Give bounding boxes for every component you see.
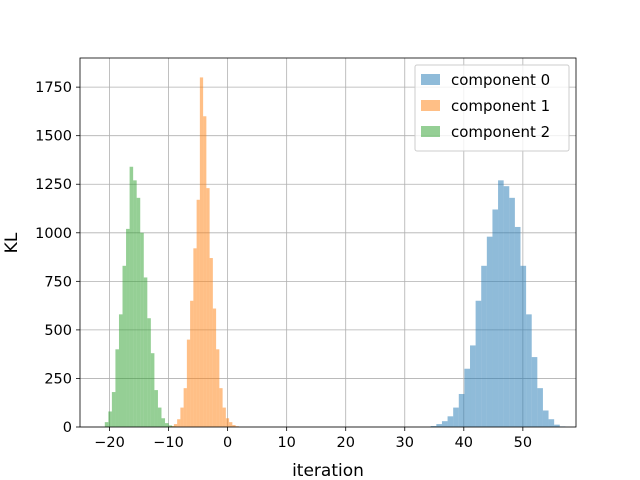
axis-ticks: −20 −10 0 10 20 30 40 5002505007501000125015001… [35, 80, 532, 451]
histogram-bar-component-1 [183, 388, 187, 427]
legend-swatch-component-0 [421, 74, 440, 85]
x-axis-label: iteration [292, 461, 364, 480]
histogram-bar-component-0 [447, 416, 454, 427]
histogram-bar-component-0 [554, 424, 560, 427]
histogram-bar-component-0 [514, 226, 521, 427]
histogram-bar-component-0 [531, 357, 538, 427]
histogram-bar-component-2 [140, 232, 144, 427]
plot-frame [79, 57, 577, 428]
legend: component 0 component 1 component 2 [414, 64, 570, 152]
histogram-bar-component-0 [436, 424, 442, 427]
histogram-bar-component-1 [219, 388, 223, 427]
histogram-bar-component-1 [193, 248, 197, 427]
y-tick-label: 1500 [35, 129, 72, 145]
histogram-bar-component-1 [177, 419, 181, 427]
histogram-bar-component-1 [232, 425, 236, 427]
histogram-bar-component-2 [168, 425, 173, 427]
histogram-bar-component-2 [108, 411, 112, 427]
histogram-bar-component-1 [212, 308, 217, 427]
histogram-bar-component-1 [186, 339, 191, 427]
legend-swatch-component-2 [421, 126, 440, 137]
histogram-bar-component-2 [147, 318, 151, 427]
histogram-bar-component-0 [503, 186, 510, 427]
histogram-bar-component-1 [180, 407, 184, 427]
histogram-bar-component-0 [492, 209, 499, 427]
histogram-bar-component-1 [199, 77, 204, 427]
histogram-bar-component-2 [115, 349, 119, 427]
histogram-bar-component-2 [133, 180, 137, 427]
legend-frame [414, 64, 570, 152]
histogram-bar-component-0 [470, 345, 476, 427]
y-tick-label: 1250 [35, 177, 72, 193]
histogram-bar-component-0 [441, 421, 448, 427]
histogram-bar-component-0 [520, 265, 527, 427]
legend-label-component-2: component 2 [451, 123, 550, 141]
histogram-bar-component-2 [165, 423, 169, 427]
y-axis-label: KL [2, 232, 22, 253]
y-tick-label: 500 [44, 323, 72, 339]
legend-swatch-component-1 [421, 100, 440, 111]
histogram-bar-component-0 [537, 388, 543, 427]
histogram-bar-component-2 [111, 392, 116, 427]
x-tick-label: 50 [514, 435, 532, 451]
histogram-bar-component-1 [216, 349, 220, 427]
x-tick-label: 10 [277, 435, 295, 451]
histogram-bar-component-1 [222, 407, 226, 427]
x-tick-label: 0 [223, 435, 232, 451]
histogram-bar-component-2 [126, 228, 130, 427]
histogram-bar-component-1 [203, 116, 207, 428]
y-tick-label: 1750 [35, 80, 72, 96]
histogram-bar-component-1 [196, 199, 200, 427]
histogram-bar-component-0 [430, 426, 437, 427]
y-tick-label: 750 [44, 274, 72, 290]
histogram-bar-component-2 [118, 314, 123, 427]
x-tick-label: 40 [455, 435, 473, 451]
histogram-bar-component-1 [225, 418, 230, 427]
histogram-bar-component-1 [209, 258, 213, 427]
histogram-bars [104, 77, 566, 428]
y-tick-label: 1000 [35, 226, 72, 242]
legend-label-component-1: component 1 [451, 97, 550, 115]
legend-label-component-0: component 0 [451, 71, 550, 89]
histogram-bar-component-2 [129, 166, 134, 428]
histogram-bar-component-0 [486, 236, 493, 427]
histogram-bar-component-0 [509, 197, 515, 427]
histogram-bar-component-0 [542, 410, 549, 427]
histogram-bar-component-0 [481, 265, 487, 427]
histogram-bar-component-0 [475, 300, 482, 427]
histogram-bar-component-1 [173, 424, 178, 427]
histogram-bar-component-2 [161, 418, 166, 427]
histogram-bar-component-0 [548, 419, 555, 427]
histogram-bar-component-2 [154, 390, 158, 427]
y-tick-label: 250 [44, 371, 72, 387]
histogram-bar-component-1 [229, 422, 233, 427]
y-tick-label: 0 [63, 420, 72, 436]
histogram-bar-component-2 [104, 422, 109, 427]
x-tick-label: 30 [396, 435, 414, 451]
histogram-bar-component-2 [122, 265, 127, 427]
histogram-bar-component-2 [150, 353, 155, 427]
histogram-bar-component-2 [136, 197, 141, 427]
histogram-bar-component-1 [206, 188, 210, 427]
histogram-bar-component-0 [526, 314, 532, 427]
histogram-bar-component-0 [464, 368, 471, 427]
histogram-bar-component-1 [190, 300, 194, 427]
x-tick-label: 20 [336, 435, 354, 451]
histogram-bar-component-0 [498, 180, 504, 427]
histogram-bar-component-2 [157, 407, 162, 427]
histogram-bar-component-0 [453, 407, 459, 427]
x-tick-label: −10 [153, 435, 184, 451]
histogram-bar-component-2 [143, 277, 148, 427]
histogram-bar-component-0 [458, 393, 465, 427]
x-tick-label: −20 [94, 435, 125, 451]
